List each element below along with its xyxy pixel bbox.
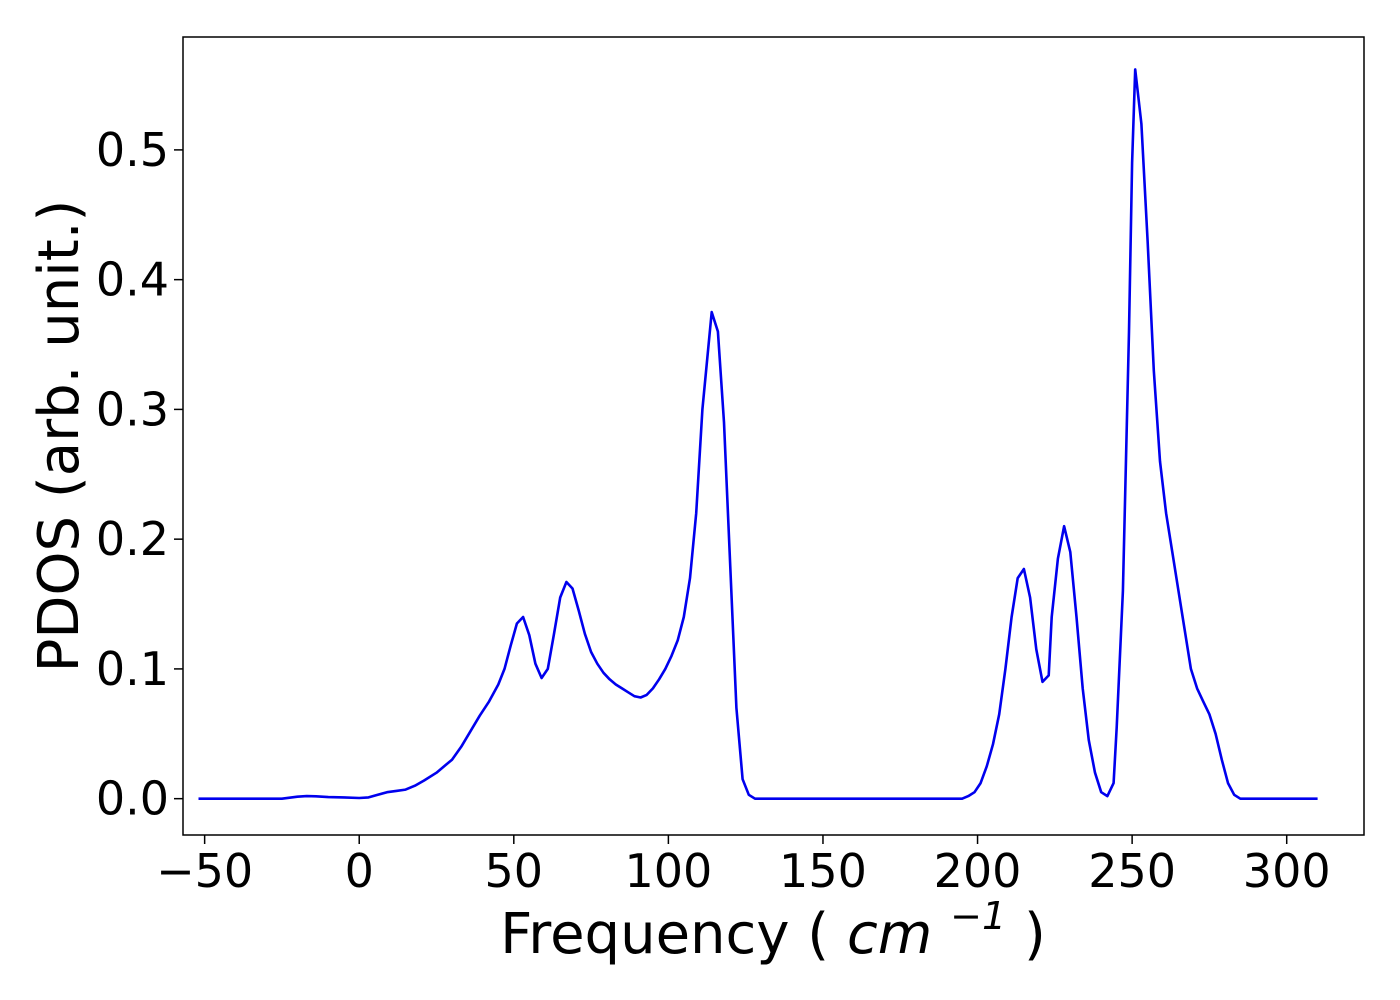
x-tick-label: 0 [345,844,374,898]
y-tick-label: 0.2 [96,512,169,566]
x-tick-label: 250 [1088,844,1176,898]
x-tick-label: 150 [779,844,867,898]
pdos-series-line [198,68,1318,800]
y-tick-label: 0.3 [96,382,169,436]
y-tick-label: 0.5 [96,123,169,177]
y-axis: 0.0 0.1 0.2 0.3 0.4 0.5 [96,123,183,826]
plot-frame [182,36,1365,836]
x-axis-title-close-paren: ) [1024,902,1046,967]
x-tick-label: 100 [624,844,712,898]
x-axis-title-unit: cm [847,902,932,967]
x-tick-label: 300 [1243,844,1331,898]
y-tick-label: 0.1 [96,642,169,696]
y-tick-label: 0.4 [96,253,169,307]
x-axis-title-text: Frequency [500,902,789,967]
x-axis-title-open-paren: ( [807,902,829,967]
x-axis-title: Frequency ( cm −1 ) [500,878,1046,967]
y-axis-title: PDOS (arb. unit.) [27,200,92,673]
series-layer [198,68,1318,800]
x-tick-label: 50 [485,844,544,898]
x-tick-label: 200 [934,844,1022,898]
x-axis: −50 0 50 100 150 200 250 300 [156,835,1331,898]
x-axis-title-unit-exponent: −1 [950,894,1006,938]
y-tick-label: 0.0 [96,772,169,826]
x-tick-label: −50 [156,844,253,898]
